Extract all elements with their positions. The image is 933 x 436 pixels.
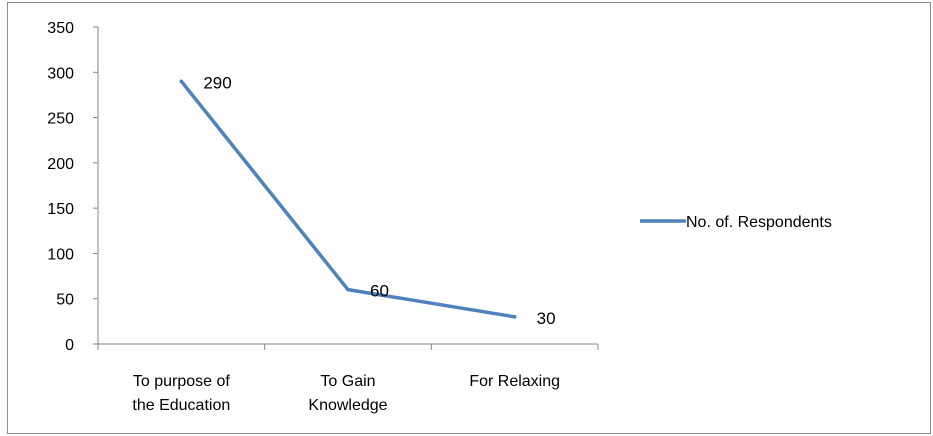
x-category-label: To purpose of the Education: [132, 373, 230, 414]
axes: [98, 27, 598, 344]
legend-label: No. of. Respondents: [686, 214, 832, 231]
y-tick-label: 200: [47, 156, 74, 173]
y-tick-label: 50: [56, 292, 74, 309]
data-label: 60: [370, 282, 389, 301]
y-axis-ticks: 0 50 100 150 200 250 300 350: [47, 20, 98, 354]
series-line: [181, 81, 514, 316]
y-tick-label: 350: [47, 20, 74, 37]
y-tick-label: 0: [65, 337, 74, 354]
legend: No. of. Respondents: [640, 214, 832, 231]
data-labels: 290 60 30: [203, 73, 555, 327]
y-tick-label: 150: [47, 201, 74, 218]
data-point: [180, 80, 184, 84]
y-tick-label: 250: [47, 111, 74, 128]
y-tick-label: 300: [47, 65, 74, 82]
x-axis-categories: To purpose of the Education To Gain Knowled…: [98, 344, 598, 414]
data-point: [513, 315, 517, 319]
x-category-label: For Relaxing: [469, 373, 560, 390]
y-tick-label: 100: [47, 246, 74, 263]
data-point: [346, 288, 350, 292]
x-category-label: To Gain Knowledge: [308, 373, 387, 414]
series-group: [180, 80, 517, 319]
data-label: 30: [537, 309, 556, 328]
data-label: 290: [203, 73, 231, 92]
